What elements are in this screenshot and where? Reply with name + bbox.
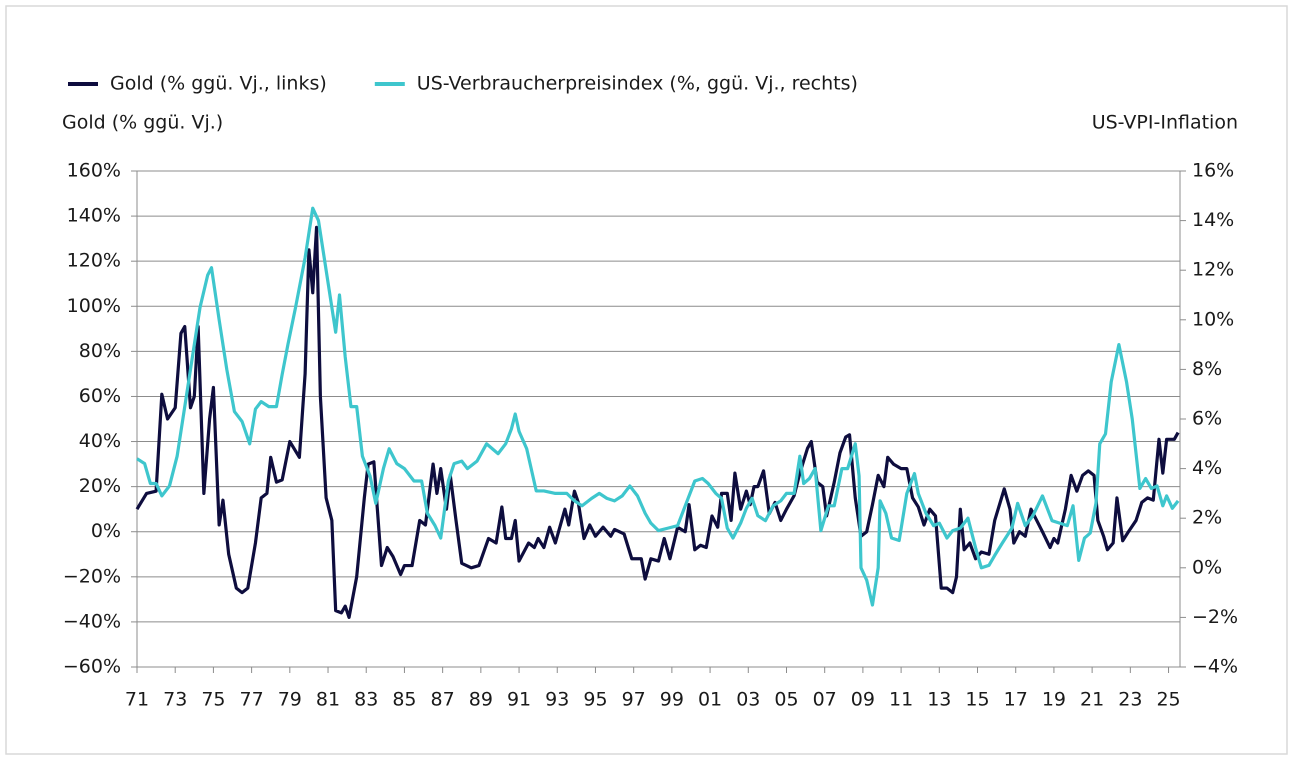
x-tick-label: 23	[1118, 689, 1142, 711]
x-tick-label: 75	[201, 689, 225, 711]
y-tick-label: −20%	[63, 565, 121, 587]
x-tick-label: 83	[354, 689, 378, 711]
x-tick-label: 11	[889, 689, 913, 711]
x-tick-label: 95	[583, 689, 607, 711]
y2-tick-label: −2%	[1192, 606, 1238, 628]
x-tick-label: 19	[1042, 689, 1066, 711]
y-tick-label: 60%	[79, 385, 121, 407]
y-tick-label: 160%	[67, 160, 121, 182]
y-tick-label: 120%	[67, 250, 121, 272]
y2-tick-label: 16%	[1192, 160, 1234, 182]
x-tick-label: 85	[392, 689, 416, 711]
x-tick-label: 91	[507, 689, 531, 711]
y-tick-label: 40%	[79, 430, 121, 452]
x-tick-label: 73	[163, 689, 187, 711]
x-tick-label: 25	[1156, 689, 1180, 711]
x-tick-label: 77	[240, 689, 264, 711]
y2-tick-label: 4%	[1192, 457, 1222, 479]
y-tick-label: 80%	[79, 340, 121, 362]
y-tick-label: 140%	[67, 205, 121, 227]
x-tick-label: 81	[316, 689, 340, 711]
x-tick-label: 07	[813, 689, 837, 711]
x-tick-label: 79	[278, 689, 302, 711]
x-tick-label: 03	[736, 689, 760, 711]
legend-label: US-Verbraucherpreisindex (%, ggü. Vj., r…	[417, 73, 858, 95]
y2-tick-label: 0%	[1192, 556, 1222, 578]
y2-tick-label: 2%	[1192, 507, 1222, 529]
y-tick-label: 100%	[67, 295, 121, 317]
y-axis-title: Gold (% ggü. Vj.)	[62, 112, 223, 134]
x-tick-label: 99	[660, 689, 684, 711]
y2-tick-label: 10%	[1192, 308, 1234, 330]
x-tick-label: 93	[545, 689, 569, 711]
y-tick-label: 20%	[79, 475, 121, 497]
x-tick-label: 09	[851, 689, 875, 711]
x-tick-label: 97	[622, 689, 646, 711]
x-tick-label: 15	[965, 689, 989, 711]
y-tick-label: 0%	[91, 520, 121, 542]
x-tick-label: 71	[125, 689, 149, 711]
x-tick-label: 87	[431, 689, 455, 711]
y-tick-label: −40%	[63, 610, 121, 632]
y-tick-label: −60%	[63, 656, 121, 678]
y2-tick-label: 12%	[1192, 259, 1234, 281]
x-tick-label: 17	[1004, 689, 1028, 711]
x-tick-label: 05	[774, 689, 798, 711]
chart-frame	[5, 5, 1288, 755]
y2-tick-label: −4%	[1192, 656, 1238, 678]
y2-tick-label: 6%	[1192, 408, 1222, 430]
legend-label: Gold (% ggü. Vj., links)	[110, 73, 327, 95]
data-line	[136, 206, 1180, 607]
x-tick-label: 89	[469, 689, 493, 711]
y2-tick-label: 14%	[1192, 209, 1234, 231]
x-tick-label: 21	[1080, 689, 1104, 711]
y2-axis-title: US-VPI-Inflation	[1092, 112, 1238, 134]
x-tick-label: 01	[698, 689, 722, 711]
x-tick-label: 13	[927, 689, 951, 711]
y2-tick-label: 8%	[1192, 358, 1222, 380]
